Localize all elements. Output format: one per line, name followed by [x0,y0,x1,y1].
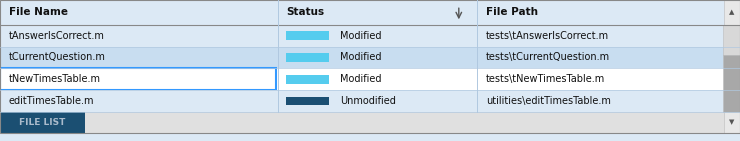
Bar [286,75,329,84]
Bar [0,68,740,90]
Text: tNewTimesTable.m: tNewTimesTable.m [9,74,101,84]
Text: File Name: File Name [9,7,68,17]
Bar [0,90,740,112]
Text: tAnswerIsCorrect.m: tAnswerIsCorrect.m [9,31,105,41]
Text: Modified: Modified [340,52,381,62]
Text: tCurrentQuestion.m: tCurrentQuestion.m [9,52,106,62]
Bar [0,25,740,47]
Bar [0,0,740,25]
Text: Status: Status [286,7,325,17]
Text: editTimesTable.m: editTimesTable.m [9,96,95,106]
Bar [724,0,740,25]
Bar [0,112,85,133]
Text: ▲: ▲ [729,9,735,15]
Text: Unmodified: Unmodified [340,96,396,106]
Bar [724,112,740,133]
Bar [0,47,740,68]
Text: Modified: Modified [340,74,381,84]
Text: tests\tCurrentQuestion.m: tests\tCurrentQuestion.m [486,52,610,62]
Bar [286,97,329,105]
Bar [724,25,740,55]
Bar [0,112,740,133]
Bar [286,53,329,62]
Bar [0,68,276,90]
Bar [286,31,329,40]
Bar [724,55,740,112]
Text: tests\tNewTimesTable.m: tests\tNewTimesTable.m [486,74,605,84]
Text: Modified: Modified [340,31,381,41]
Text: utilities\editTimesTable.m: utilities\editTimesTable.m [486,96,611,106]
Text: FILE LIST: FILE LIST [19,118,66,127]
Text: ▼: ▼ [729,120,735,125]
Text: tests\tAnswerIsCorrect.m: tests\tAnswerIsCorrect.m [486,31,609,41]
Text: File Path: File Path [486,7,538,17]
